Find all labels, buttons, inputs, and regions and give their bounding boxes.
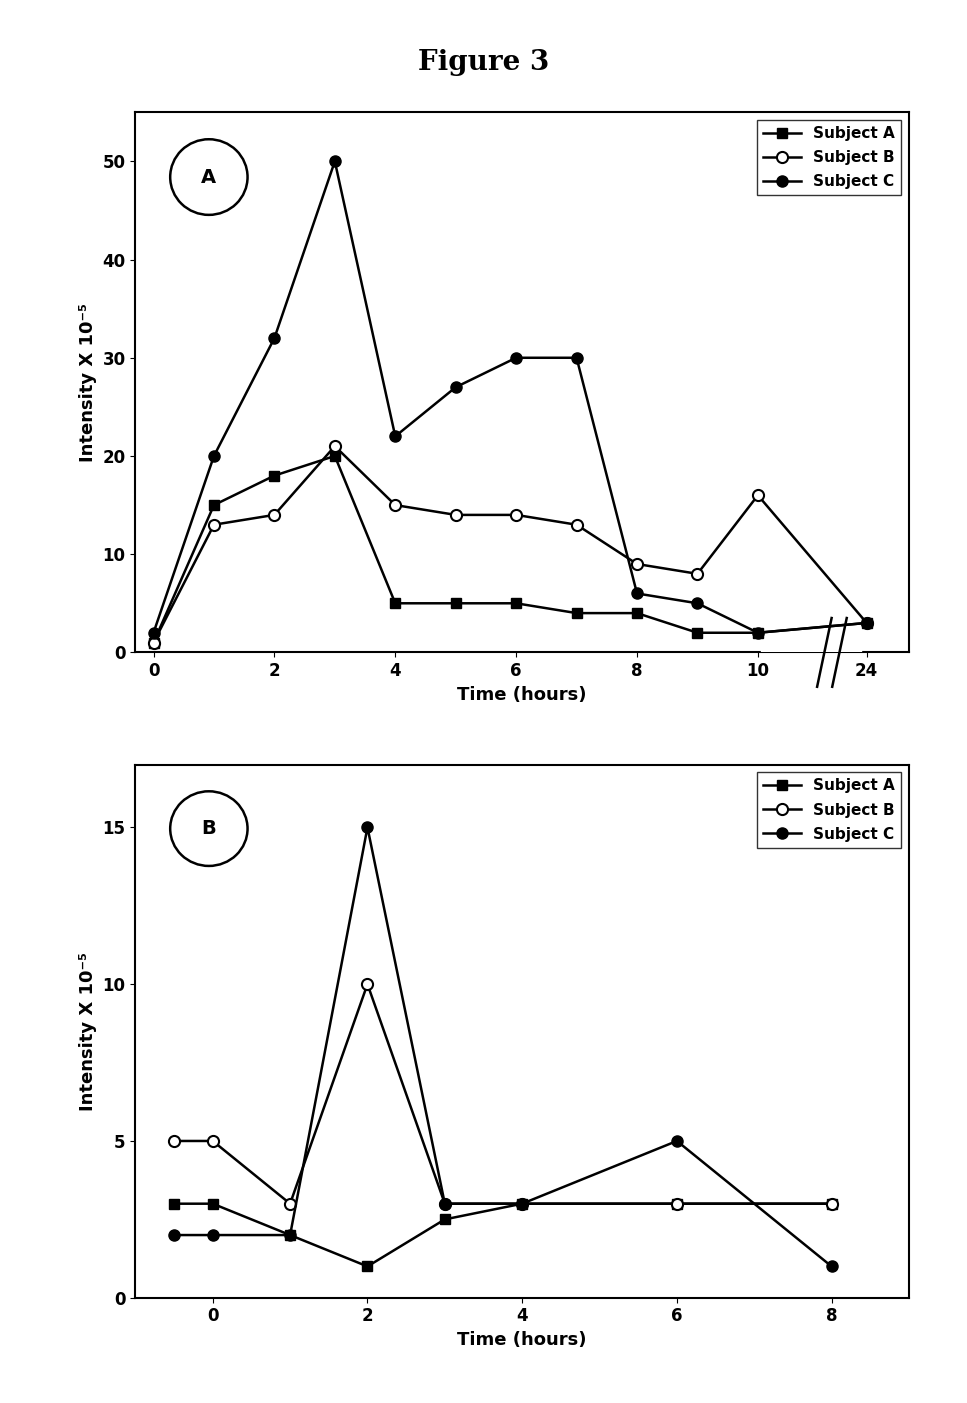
Text: Figure 3: Figure 3 — [418, 49, 549, 76]
Y-axis label: Intensity X 10⁻⁵: Intensity X 10⁻⁵ — [79, 951, 97, 1111]
X-axis label: Time (hours): Time (hours) — [457, 1331, 587, 1350]
Text: A: A — [201, 167, 217, 187]
Bar — [761, 647, 861, 652]
Y-axis label: Intensity X 10⁻⁵: Intensity X 10⁻⁵ — [79, 303, 97, 462]
Legend: Subject A, Subject B, Subject C: Subject A, Subject B, Subject C — [757, 119, 901, 195]
X-axis label: Time (hours): Time (hours) — [457, 686, 587, 704]
Text: B: B — [201, 819, 217, 838]
Legend: Subject A, Subject B, Subject C: Subject A, Subject B, Subject C — [757, 772, 901, 847]
